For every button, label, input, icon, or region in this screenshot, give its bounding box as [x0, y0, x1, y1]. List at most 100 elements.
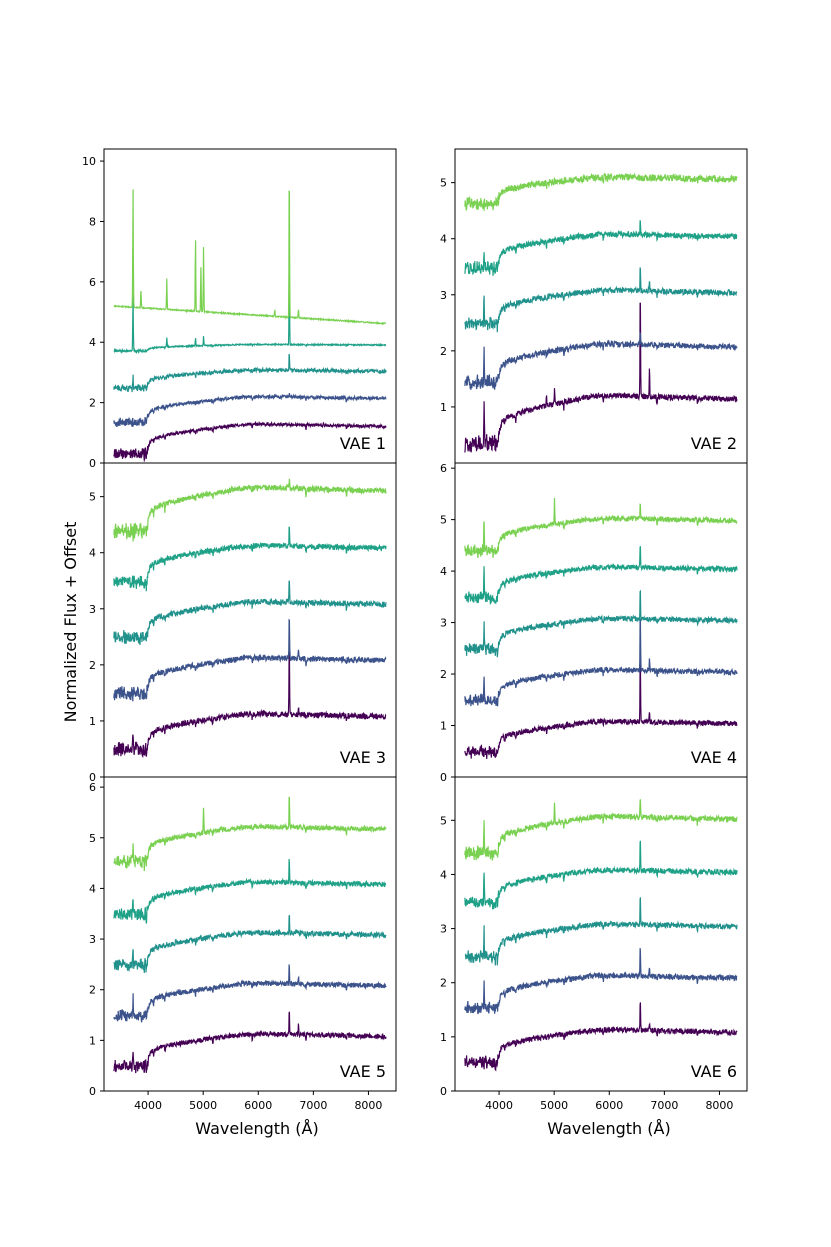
series-group: [113, 478, 387, 759]
y-tick-label: 3: [440, 923, 447, 936]
y-tick-label: 0: [89, 771, 96, 784]
spectrum-line-3: [464, 589, 738, 658]
y-tick-label: 4: [89, 547, 96, 560]
spectrum-line-1: [113, 649, 387, 759]
y-tick-label: 5: [440, 814, 447, 827]
y-tick-label: 4: [89, 882, 96, 895]
y-tick-label: 6: [440, 462, 447, 475]
panel-5: 0 1 2 3 4 5 6 4000 5000 6000 7000 8000 VAE 5: [89, 776, 397, 1112]
spectrum-line-3: [464, 267, 738, 333]
panel-3: 0 1 2 3 4 5 VAE 3: [89, 462, 397, 784]
x-axis-label-right: Wavelength (Å): [547, 1119, 670, 1138]
y-tick-label: 4: [89, 336, 96, 349]
spectrum-line-1: [464, 302, 738, 453]
spectrum-line-5: [113, 478, 387, 542]
spectrum-line-2: [464, 618, 738, 707]
x-tick-label: 8000: [705, 1099, 733, 1112]
spectrum-line-5: [464, 497, 738, 558]
spectrum-line-5: [464, 172, 738, 212]
y-tick-label: 10: [82, 155, 96, 168]
y-tick-label: 5: [440, 514, 447, 527]
y-tick-label: 2: [440, 668, 447, 681]
spectrum-line-4: [113, 858, 387, 924]
y-tick-label: 0: [440, 771, 447, 784]
panel-frame: [454, 776, 748, 1092]
y-tick-label: 4: [440, 565, 447, 578]
y-tick-label: 3: [89, 933, 96, 946]
series-group: [113, 189, 387, 463]
y-tick-label: 1: [440, 401, 447, 414]
spectrum-line-1: [113, 420, 387, 463]
y-tick-label: 3: [440, 617, 447, 630]
spectrum-line-3: [113, 580, 387, 646]
y-tick-label: 3: [440, 289, 447, 302]
panel-label: VAE 2: [691, 434, 737, 453]
y-tick-label: 1: [89, 715, 96, 728]
panel-label: VAE 3: [340, 748, 386, 767]
spectrum-line-3: [464, 897, 738, 966]
y-tick-label: 4: [440, 233, 447, 246]
spectrum-line-4: [113, 273, 387, 355]
x-tick-label: 4000: [134, 1099, 162, 1112]
y-tick-label: 0: [89, 457, 96, 470]
spectrum-line-5: [113, 189, 387, 326]
panel-label: VAE 1: [340, 434, 386, 453]
spectrum-line-1: [464, 663, 738, 759]
y-tick-label: 2: [440, 345, 447, 358]
y-tick-label: 2: [440, 977, 447, 990]
panel-frame: [103, 776, 397, 1092]
x-tick-label: 7000: [650, 1099, 678, 1112]
series-group: [464, 172, 738, 453]
y-tick-label: 3: [89, 603, 96, 616]
panel-label: VAE 5: [340, 1062, 386, 1081]
spectrum-line-5: [113, 796, 387, 872]
x-tick-label: 6000: [595, 1099, 623, 1112]
panel-2: 1 2 3 4 5 VAE 2: [440, 148, 748, 464]
y-tick-label: 8: [89, 215, 96, 228]
spectrum-line-4: [464, 840, 738, 910]
y-tick-label: 4: [440, 868, 447, 881]
spectrum-line-4: [464, 545, 738, 605]
y-axis-label: Normalized Flux + Offset: [61, 522, 80, 723]
x-tick-label: 7000: [299, 1099, 327, 1112]
x-tick-label: 6000: [244, 1099, 272, 1112]
spectrum-line-1: [464, 1002, 738, 1072]
spectrum-line-4: [464, 220, 738, 276]
x-tick-label: 5000: [189, 1099, 217, 1112]
spectrum-line-1: [113, 1011, 387, 1074]
y-tick-label: 0: [440, 1085, 447, 1098]
x-tick-label: 8000: [354, 1099, 382, 1112]
series-group: [464, 497, 738, 759]
y-tick-label: 1: [440, 1031, 447, 1044]
series-group: [464, 799, 738, 1072]
x-axis-label-left: Wavelength (Å): [195, 1119, 318, 1138]
x-tick-label: 5000: [540, 1099, 568, 1112]
y-tick-label: 1: [89, 1034, 96, 1047]
spectrum-line-2: [464, 948, 738, 1015]
y-tick-label: 5: [89, 491, 96, 504]
x-tick-label: 4000: [485, 1099, 513, 1112]
y-tick-label: 6: [89, 276, 96, 289]
spectrum-line-3: [113, 915, 387, 974]
y-tick-label: 0: [89, 1085, 96, 1098]
y-tick-label: 2: [89, 659, 96, 672]
spectrum-line-5: [464, 799, 738, 861]
spectrum-line-4: [113, 526, 387, 592]
panel-4: 0 1 2 3 4 5 6 VAE 4: [440, 462, 748, 784]
series-group: [113, 796, 387, 1074]
panel-label: VAE 4: [691, 748, 737, 767]
panel-6: 0 1 2 3 4 5 4000 5000 6000 7000 8000 VAE 6: [440, 776, 748, 1112]
spectrum-line-2: [113, 964, 387, 1023]
y-tick-label: 5: [89, 832, 96, 845]
spectrum-line-2: [113, 393, 387, 428]
y-tick-label: 2: [89, 984, 96, 997]
y-tick-label: 6: [89, 781, 96, 794]
spectrum-line-3: [113, 353, 387, 393]
spectrum-line-2: [464, 332, 738, 390]
y-tick-label: 2: [89, 397, 96, 410]
y-tick-label: 5: [440, 177, 447, 190]
spectrum-line-2: [113, 618, 387, 702]
y-tick-label: 1: [440, 720, 447, 733]
